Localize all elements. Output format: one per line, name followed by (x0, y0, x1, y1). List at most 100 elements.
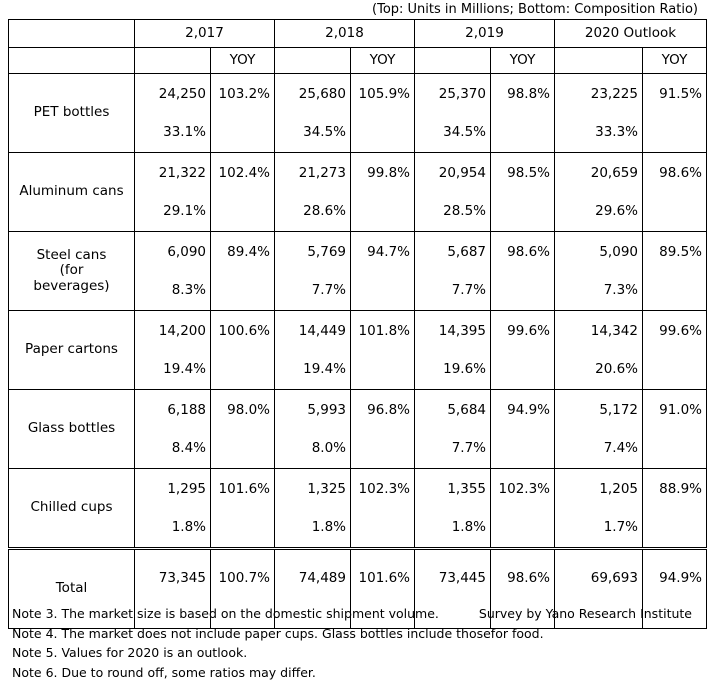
value-stack: 14,342 20.6% (555, 311, 642, 389)
shipment-value: 73,445 (438, 570, 486, 586)
value-cell: 23,225 33.3% (554, 73, 643, 153)
year-header: 2020 Outlook (554, 19, 707, 48)
yoy-cell: 98.6% (642, 152, 707, 232)
value-stack: 1,355 1.8% (415, 469, 490, 547)
value-stack: 74,489 (275, 550, 350, 628)
yoy-value: 98.0% (227, 402, 270, 418)
shipment-value: 1,295 (167, 481, 206, 497)
category-label: Chilled cups (8, 468, 135, 549)
shipment-value: 21,322 (158, 165, 206, 181)
yoy-value: 94.7% (367, 244, 410, 260)
yoy-cell: 102.3% (490, 468, 555, 549)
composition-ratio: 33.3% (595, 124, 638, 140)
category-label: PET bottles (8, 73, 135, 153)
value-stack: 6,188 8.4% (135, 390, 210, 468)
value-stack: 73,345 (135, 550, 210, 628)
empty-header (554, 47, 643, 74)
corner-cell (8, 19, 135, 48)
yoy-cell: 89.5% (642, 231, 707, 311)
yoy-stack: 98.5% (491, 153, 554, 231)
value-stack: 25,370 34.5% (415, 74, 490, 152)
yoy-value: 100.6% (218, 323, 270, 339)
shipment-value: 24,250 (158, 86, 206, 102)
yoy-stack: 98.0% (211, 390, 274, 468)
yoy-cell: 98.5% (490, 152, 555, 232)
corner-cell (8, 47, 135, 74)
composition-ratio: 19.4% (303, 361, 346, 377)
yoy-cell: 101.8% (350, 310, 415, 390)
yoy-value: 99.6% (507, 323, 550, 339)
yoy-stack: 102.4% (211, 153, 274, 231)
yoy-cell: 105.9% (350, 73, 415, 153)
value-stack: 1,295 1.8% (135, 469, 210, 547)
empty-header (134, 47, 211, 74)
yoy-cell: 100.6% (210, 310, 275, 390)
category-label: Steel cans (for beverages) (8, 231, 135, 311)
value-cell: 25,370 34.5% (414, 73, 491, 153)
value-cell: 69,693 (554, 547, 643, 629)
value-stack: 5,684 7.7% (415, 390, 490, 468)
value-cell: 5,687 7.7% (414, 231, 491, 311)
shipment-value: 1,325 (307, 481, 346, 497)
composition-ratio: 8.3% (171, 282, 206, 298)
composition-ratio: 1.8% (451, 519, 486, 535)
composition-ratio: 29.1% (163, 203, 206, 219)
yoy-stack: 91.0% (643, 390, 706, 468)
composition-ratio: 7.3% (603, 282, 638, 298)
shipment-value: 23,225 (590, 86, 638, 102)
note-text: Note 4. The market does not include pape… (12, 625, 544, 641)
yoy-value: 91.0% (659, 402, 702, 418)
yoy-cell: 94.7% (350, 231, 415, 311)
composition-ratio: 33.1% (163, 124, 206, 140)
value-stack: 24,250 33.1% (135, 74, 210, 152)
value-cell: 5,993 8.0% (274, 389, 351, 469)
yoy-value: 88.9% (659, 481, 702, 497)
yoy-value: 102.3% (498, 481, 550, 497)
category-label: Aluminum cans (8, 152, 135, 232)
note-line: Note 6. Due to round off, some ratios ma… (12, 665, 702, 685)
yoy-stack: 105.9% (351, 74, 414, 152)
yoy-stack: 91.5% (643, 74, 706, 152)
total-row: Total 73,345 100.7% 74,489 101.6% 73,445 98.6%… (8, 547, 707, 629)
yoy-header: YOY (642, 47, 707, 74)
composition-ratio: 19.6% (443, 361, 486, 377)
value-stack: 6,090 8.3% (135, 232, 210, 310)
yoy-stack: 101.8% (351, 311, 414, 389)
value-stack: 73,445 (415, 550, 490, 628)
yoy-stack: 102.3% (491, 469, 554, 547)
yoy-value: 96.8% (367, 402, 410, 418)
composition-ratio: 1.8% (311, 519, 346, 535)
shipment-value: 25,370 (438, 86, 486, 102)
value-cell: 5,769 7.7% (274, 231, 351, 311)
yoy-stack: 103.2% (211, 74, 274, 152)
value-cell: 25,680 34.5% (274, 73, 351, 153)
value-stack: 5,172 7.4% (555, 390, 642, 468)
yoy-cell: 98.6% (490, 231, 555, 311)
category-label: Glass bottles (8, 389, 135, 469)
shipment-value: 6,188 (167, 402, 206, 418)
value-cell: 73,345 (134, 547, 211, 629)
yoy-value: 89.4% (227, 244, 270, 260)
shipment-value: 25,680 (298, 86, 346, 102)
shipment-value: 6,090 (167, 244, 206, 260)
category-row: Glass bottles 6,188 8.4% 98.0% 5,993 8.0% 96.8… (8, 389, 707, 469)
survey-credit: Survey by Yano Research Institute (478, 606, 692, 621)
yoy-stack: 98.8% (491, 74, 554, 152)
shipment-value: 74,489 (298, 570, 346, 586)
note-text: Note 5. Values for 2020 is an outlook. (12, 645, 248, 660)
composition-ratio: 28.6% (303, 203, 346, 219)
yoy-stack: 89.5% (643, 232, 706, 310)
yoy-cell: 94.9% (490, 389, 555, 469)
value-stack: 20,954 28.5% (415, 153, 490, 231)
yoy-value: 102.4% (218, 165, 270, 181)
shipment-value: 69,693 (590, 570, 638, 586)
composition-ratio: 34.5% (443, 124, 486, 140)
category-label-line: (for (59, 262, 84, 279)
yoy-stack: 89.4% (211, 232, 274, 310)
value-stack: 14,395 19.6% (415, 311, 490, 389)
composition-ratio: 7.7% (451, 282, 486, 298)
yoy-stack: 101.6% (351, 550, 414, 628)
yoy-stack: 94.7% (351, 232, 414, 310)
yoy-cell: 102.3% (350, 468, 415, 549)
category-label-line: Steel cans (36, 246, 107, 263)
